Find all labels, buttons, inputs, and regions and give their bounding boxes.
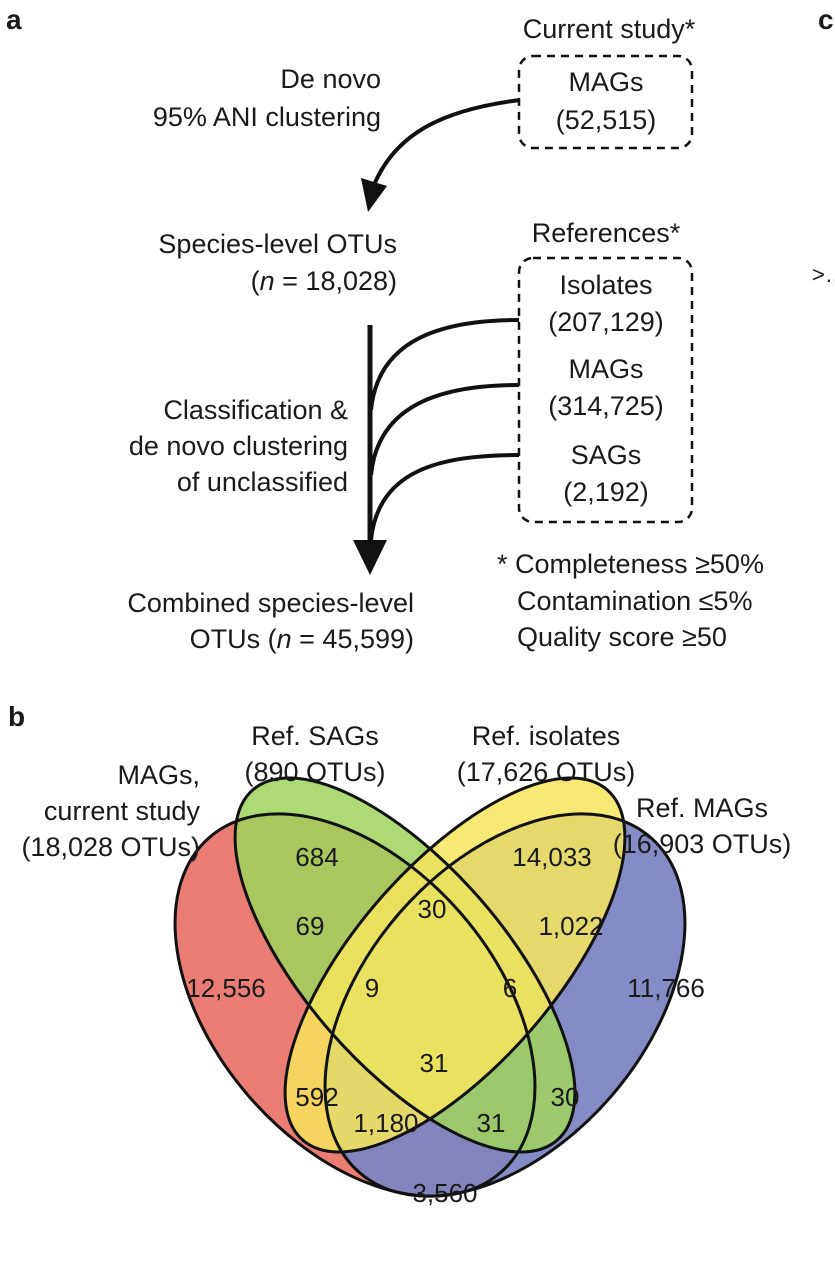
- venn-label-refmags-line1: Ref. MAGs: [636, 793, 768, 823]
- current-study-heading: Current study*: [523, 14, 696, 44]
- ref-mags-count: (314,725): [548, 391, 664, 421]
- flow-step2-open-paren: (: [251, 266, 260, 296]
- references-group: References* Isolates (207,129) MAGs (314…: [517, 218, 694, 524]
- flow-step4-count: = 45,599): [292, 624, 414, 654]
- flow-step-clustering: De novo 95% ANI clustering: [153, 64, 381, 132]
- flow-step3-line1: Classification &: [163, 395, 348, 425]
- clustering-arrow-curve: [372, 98, 521, 186]
- panel-b-letter: b: [8, 701, 25, 732]
- quality-criteria: * Completeness ≥50% Contamination ≤5% Qu…: [497, 549, 764, 652]
- venn-count-mags-isolates-refmags: 1,180: [353, 1108, 418, 1138]
- venn-count-sags-refmags: 30: [551, 1082, 580, 1112]
- flow-step-classification: Classification & de novo clustering of u…: [129, 395, 348, 497]
- references-box: [517, 256, 694, 524]
- refmags-merge-curve: [369, 383, 520, 476]
- clustering-arrowhead: [361, 178, 387, 212]
- flow-step4-prefix: OTUs (: [190, 624, 277, 654]
- flow-step4-line1: Combined species-level: [127, 588, 414, 618]
- venn-label-refmags-line2: (16,903 OTUs): [613, 829, 792, 859]
- flow-step2-count: = 18,028): [275, 266, 397, 296]
- panel-a-letter: a: [6, 4, 22, 35]
- panel-c-letter: c: [818, 4, 834, 35]
- flow-step3-line3: of unclassified: [177, 467, 348, 497]
- current-study-mags-count: (52,515): [556, 105, 657, 135]
- sags-merge-curve: [369, 453, 520, 541]
- flow-step1-line1: De novo: [280, 64, 381, 94]
- flow-step-combined-otus: Combined species-level OTUs (n = 45,599): [127, 588, 414, 654]
- flow-step3-line2: de novo clustering: [129, 431, 348, 461]
- venn-label-mags-line1: MAGs,: [117, 760, 200, 790]
- current-study-group: Current study* MAGs (52,515): [517, 14, 696, 150]
- venn-label-isolates-line1: Ref. isolates: [472, 721, 621, 751]
- current-study-box: [517, 54, 694, 150]
- flow-step1-line2: 95% ANI clustering: [153, 102, 381, 132]
- flow-step4-n: n: [277, 624, 292, 654]
- ref-mags-label: MAGs: [568, 354, 643, 384]
- ref-isolates-count: (207,129): [548, 307, 664, 337]
- venn-label-mags-line3: (18,028 OTUs): [21, 832, 200, 862]
- venn-label-sags-line2: (890 OTUs): [244, 757, 385, 787]
- flow-step-species-otus: Species-level OTUs (n = 18,028): [158, 229, 397, 296]
- flow-step2-line2: (n = 18,028): [251, 266, 397, 296]
- venn-count-mags-only: 12,556: [186, 973, 266, 1003]
- venn-label-mags-line2: current study: [44, 796, 201, 826]
- venn-outline-ref-mags: [323, 812, 687, 1198]
- flow-step2-n: n: [260, 266, 275, 296]
- criteria-contamination: Contamination ≤5%: [517, 586, 752, 616]
- venn-label-sags-line1: Ref. SAGs: [251, 721, 379, 751]
- venn-count-isolates-refmags: 1,022: [538, 911, 603, 941]
- isolates-merge-curve: [369, 318, 520, 411]
- venn-count-sags-only: 684: [295, 842, 338, 872]
- venn-outline-ref-isolates: [283, 776, 627, 1154]
- references-heading: References*: [532, 218, 681, 248]
- venn-count-all-four: 31: [420, 1048, 449, 1078]
- flow-step4-line2: OTUs (n = 45,599): [190, 624, 414, 654]
- venn-count-refmags-only: 11,766: [627, 973, 705, 1003]
- venn-count-mags-sags: 69: [296, 911, 325, 941]
- ref-sags-label: SAGs: [571, 440, 642, 470]
- venn-diagram: MAGs, current study (18,028 OTUs) Ref. S…: [21, 721, 792, 1208]
- flow-step2-line1: Species-level OTUs: [158, 229, 397, 259]
- venn-count-mags-refmags: 3,560: [412, 1178, 477, 1208]
- ref-sags-count: (2,192): [563, 477, 649, 507]
- venn-label-isolates-line2: (17,626 OTUs): [457, 757, 636, 787]
- ref-isolates-label: Isolates: [559, 270, 652, 300]
- venn-outline-mags-current: [173, 812, 537, 1198]
- criteria-completeness: * Completeness ≥50%: [497, 549, 764, 579]
- venn-count-mags-sags-isolates: 9: [365, 973, 379, 1003]
- venn-outline-ref-sags: [233, 776, 577, 1154]
- venn-count-sags-isolates-refmags: 6: [503, 973, 517, 1003]
- venn-count-sags-isolates: 30: [418, 894, 447, 924]
- venn-count-mags-sags-refmags: 31: [477, 1108, 506, 1138]
- venn-count-mags-isolates: 592: [295, 1082, 338, 1112]
- venn-count-isolates-only: 14,033: [512, 842, 592, 872]
- current-study-mags-label: MAGs: [568, 67, 643, 97]
- classification-arrowhead: [353, 540, 387, 575]
- panel-c-clipped-text: >…: [812, 262, 835, 287]
- venn-set-ref-isolates: [285, 778, 625, 1152]
- criteria-quality-score: Quality score ≥50: [517, 622, 727, 652]
